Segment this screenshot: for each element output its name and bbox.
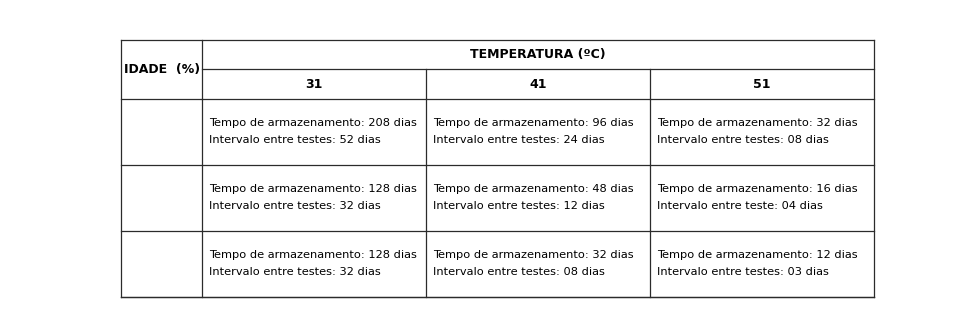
Text: Intervalo entre testes: 52 dias: Intervalo entre testes: 52 dias [209, 136, 381, 146]
Text: Tempo de armazenamento: 96 dias: Tempo de armazenamento: 96 dias [433, 118, 633, 128]
Text: Tempo de armazenamento: 48 dias: Tempo de armazenamento: 48 dias [433, 184, 633, 194]
Text: Intervalo entre teste: 04 dias: Intervalo entre teste: 04 dias [657, 201, 823, 211]
Text: Intervalo entre testes: 24 dias: Intervalo entre testes: 24 dias [433, 136, 605, 146]
Text: Intervalo entre testes: 08 dias: Intervalo entre testes: 08 dias [657, 136, 828, 146]
Text: IDADE  (%): IDADE (%) [124, 63, 201, 76]
Text: Tempo de armazenamento: 16 dias: Tempo de armazenamento: 16 dias [657, 184, 857, 194]
Text: 51: 51 [752, 78, 769, 91]
Text: Tempo de armazenamento: 12 dias: Tempo de armazenamento: 12 dias [657, 250, 857, 260]
Text: 31: 31 [304, 78, 322, 91]
Text: Intervalo entre testes: 12 dias: Intervalo entre testes: 12 dias [433, 201, 605, 211]
Text: Intervalo entre testes: 08 dias: Intervalo entre testes: 08 dias [433, 267, 605, 277]
Text: Intervalo entre testes: 32 dias: Intervalo entre testes: 32 dias [209, 267, 381, 277]
Text: Intervalo entre testes: 03 dias: Intervalo entre testes: 03 dias [657, 267, 828, 277]
Text: Tempo de armazenamento: 128 dias: Tempo de armazenamento: 128 dias [209, 250, 417, 260]
Text: 41: 41 [528, 78, 546, 91]
Text: Tempo de armazenamento: 32 dias: Tempo de armazenamento: 32 dias [657, 118, 857, 128]
Text: Tempo de armazenamento: 32 dias: Tempo de armazenamento: 32 dias [433, 250, 633, 260]
Text: Intervalo entre testes: 32 dias: Intervalo entre testes: 32 dias [209, 201, 381, 211]
Text: Tempo de armazenamento: 128 dias: Tempo de armazenamento: 128 dias [209, 184, 417, 194]
Text: TEMPERATURA (ºC): TEMPERATURA (ºC) [469, 48, 605, 61]
Text: Tempo de armazenamento: 208 dias: Tempo de armazenamento: 208 dias [209, 118, 417, 128]
